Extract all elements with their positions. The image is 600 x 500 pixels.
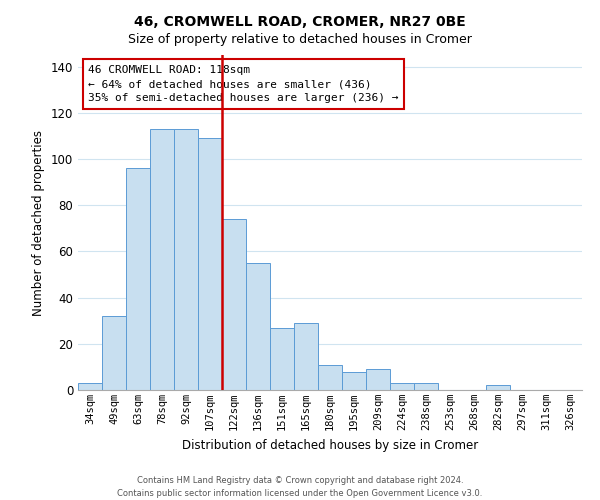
Bar: [150, 129, 174, 390]
Bar: [270, 328, 294, 390]
Bar: [126, 168, 150, 390]
Bar: [246, 263, 270, 390]
X-axis label: Distribution of detached houses by size in Cromer: Distribution of detached houses by size …: [182, 438, 478, 452]
Bar: [342, 372, 366, 390]
Bar: [174, 129, 198, 390]
Bar: [78, 383, 102, 390]
Text: 46, CROMWELL ROAD, CROMER, NR27 0BE: 46, CROMWELL ROAD, CROMER, NR27 0BE: [134, 15, 466, 29]
Bar: [366, 369, 390, 390]
Text: 46 CROMWELL ROAD: 118sqm
← 64% of detached houses are smaller (436)
35% of semi-: 46 CROMWELL ROAD: 118sqm ← 64% of detach…: [88, 65, 398, 103]
Bar: [390, 383, 414, 390]
Bar: [414, 383, 438, 390]
Text: Size of property relative to detached houses in Cromer: Size of property relative to detached ho…: [128, 32, 472, 46]
Bar: [294, 323, 318, 390]
Bar: [198, 138, 222, 390]
Bar: [222, 219, 246, 390]
Bar: [102, 316, 126, 390]
Text: Contains HM Land Registry data © Crown copyright and database right 2024.
Contai: Contains HM Land Registry data © Crown c…: [118, 476, 482, 498]
Y-axis label: Number of detached properties: Number of detached properties: [32, 130, 45, 316]
Bar: [486, 386, 510, 390]
Bar: [318, 364, 342, 390]
